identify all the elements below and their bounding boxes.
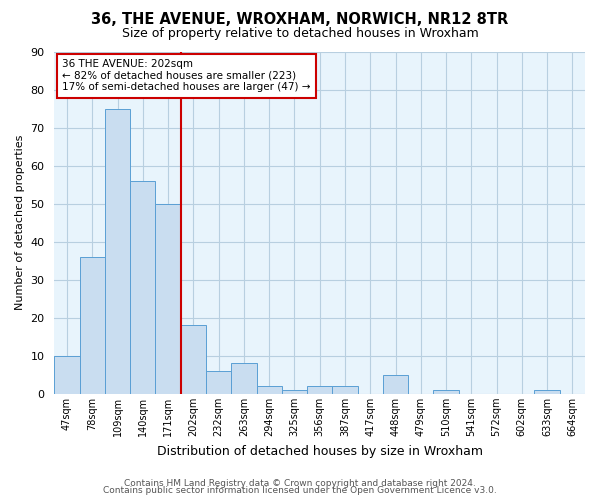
Bar — [55, 356, 80, 394]
Text: 36 THE AVENUE: 202sqm
← 82% of detached houses are smaller (223)
17% of semi-det: 36 THE AVENUE: 202sqm ← 82% of detached … — [62, 59, 310, 92]
X-axis label: Distribution of detached houses by size in Wroxham: Distribution of detached houses by size … — [157, 444, 483, 458]
Bar — [282, 390, 307, 394]
Bar — [130, 181, 155, 394]
Text: Contains HM Land Registry data © Crown copyright and database right 2024.: Contains HM Land Registry data © Crown c… — [124, 478, 476, 488]
Y-axis label: Number of detached properties: Number of detached properties — [15, 135, 25, 310]
Bar — [155, 204, 181, 394]
Bar — [257, 386, 282, 394]
Bar — [231, 364, 257, 394]
Bar — [307, 386, 332, 394]
Bar — [332, 386, 358, 394]
Bar — [433, 390, 458, 394]
Bar — [383, 375, 408, 394]
Bar — [105, 108, 130, 394]
Text: Size of property relative to detached houses in Wroxham: Size of property relative to detached ho… — [122, 28, 478, 40]
Text: Contains public sector information licensed under the Open Government Licence v3: Contains public sector information licen… — [103, 486, 497, 495]
Bar — [181, 326, 206, 394]
Bar — [535, 390, 560, 394]
Bar — [206, 371, 231, 394]
Text: 36, THE AVENUE, WROXHAM, NORWICH, NR12 8TR: 36, THE AVENUE, WROXHAM, NORWICH, NR12 8… — [91, 12, 509, 28]
Bar — [80, 257, 105, 394]
